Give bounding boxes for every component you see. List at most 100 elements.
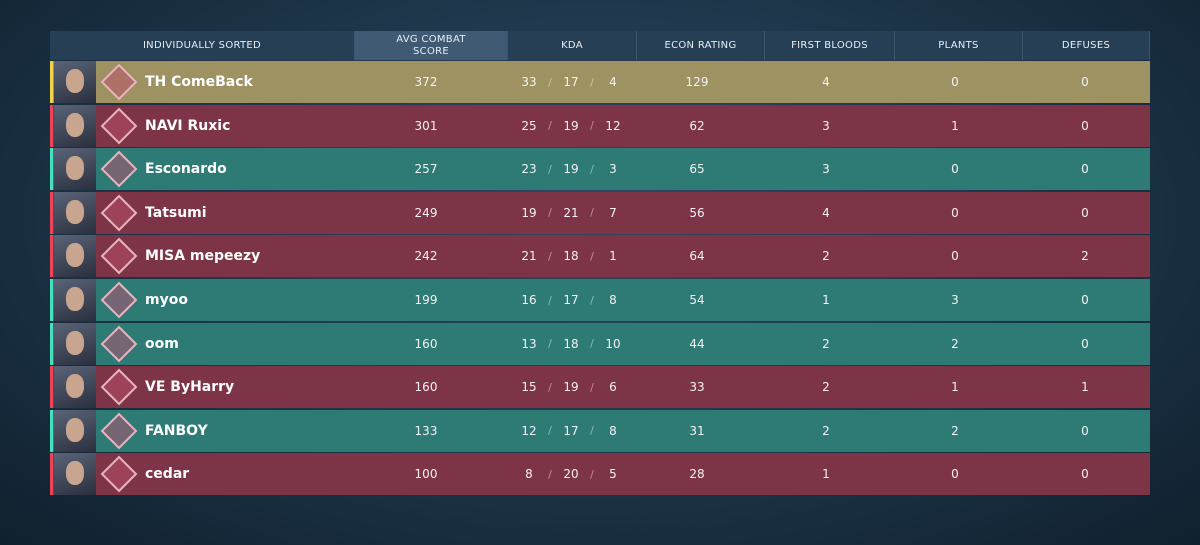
player-name: VE ByHarry	[145, 379, 235, 396]
agent-portrait	[54, 366, 96, 409]
acs: 100	[414, 467, 438, 482]
kda-separator: /	[548, 424, 552, 438]
kills: 21	[521, 249, 537, 264]
kda-separator: /	[590, 75, 594, 89]
defuses: 0	[1081, 293, 1089, 307]
kills: 13	[521, 336, 537, 351]
acs: 301	[414, 118, 438, 133]
team-stripe	[50, 104, 53, 147]
econ-rating: 33	[689, 380, 705, 395]
rank-icon	[100, 107, 138, 144]
column-header: PLANTS	[895, 31, 1023, 60]
player-row: Tatsumi 249 19 / 21 / 7 56 4 0 0	[50, 191, 1150, 234]
econ-rating: 62	[689, 118, 705, 133]
defuses: 0	[1081, 336, 1089, 351]
first-bloods: 1	[822, 467, 830, 482]
agent-portrait	[54, 235, 96, 278]
kda-separator: /	[590, 337, 594, 351]
rank-icon	[100, 325, 138, 362]
econ-rating: 44	[689, 336, 705, 351]
assists: 6	[609, 380, 617, 395]
assists: 10	[605, 336, 621, 351]
econ-rating: 129	[685, 75, 709, 89]
acs: 372	[414, 75, 438, 89]
kda-separator: /	[548, 119, 552, 133]
defuses: 0	[1081, 205, 1089, 220]
kills: 23	[521, 162, 537, 177]
defuses: 1	[1081, 380, 1089, 395]
agent-portrait	[54, 409, 96, 452]
player-name: NAVI Ruxic	[145, 117, 231, 134]
player-row: MISA mepeezy 242 21 / 18 / 1 64 2 0 2	[50, 235, 1150, 278]
first-bloods: 2	[822, 249, 830, 264]
assists: 3	[609, 162, 617, 177]
portrait-face	[66, 330, 84, 355]
plants: 2	[951, 423, 959, 438]
portrait-face	[66, 69, 84, 93]
assists: 4	[609, 75, 617, 89]
first-bloods: 2	[822, 380, 830, 395]
deaths: 17	[563, 423, 579, 438]
player-row: VE ByHarry 160 15 / 19 / 6 33 2 1 1	[50, 366, 1150, 409]
kda-separator: /	[548, 249, 552, 263]
kills: 33	[521, 75, 537, 89]
acs: 242	[414, 249, 438, 264]
defuses: 0	[1081, 423, 1089, 438]
scoreboard: INDIVIDUALLY SORTED AVG COMBAT SCORE KDA EC…	[50, 31, 1150, 497]
defuses: 0	[1081, 75, 1089, 89]
plants: 1	[951, 380, 959, 395]
econ-rating: 56	[689, 205, 705, 220]
kda-separator: /	[548, 467, 552, 481]
column-header: INDIVIDUALLY SORTED	[50, 31, 355, 60]
first-bloods: 4	[822, 75, 830, 89]
agent-portrait	[54, 453, 96, 496]
plants: 0	[951, 75, 959, 89]
deaths: 18	[563, 336, 579, 351]
player-row: Esconardo 257 23 / 19 / 3 65 3 0 0	[50, 148, 1150, 191]
kda-separator: /	[548, 75, 552, 89]
kda-separator: /	[548, 293, 552, 307]
assists: 5	[609, 467, 617, 482]
player-row: NAVI Ruxic 301 25/19/12 62 3 1 0	[50, 104, 1150, 147]
defuses: 0	[1081, 467, 1089, 482]
kda-separator: /	[590, 249, 594, 263]
plants: 0	[951, 467, 959, 482]
player-name: TH ComeBack	[145, 74, 253, 90]
player-name: myoo	[145, 292, 188, 308]
plants: 0	[951, 162, 959, 177]
first-bloods: 4	[822, 205, 830, 220]
assists: 7	[609, 205, 617, 220]
first-bloods: 3	[822, 118, 830, 133]
agent-portrait	[54, 148, 96, 191]
kills: 16	[521, 293, 537, 307]
column-header: ECON RATING	[637, 31, 765, 60]
team-stripe	[50, 366, 53, 409]
rank-icon	[100, 63, 138, 101]
player-row: myoo 199 16 / 17 / 8 54 1 3 0	[50, 279, 1150, 321]
team-stripe	[50, 322, 53, 365]
team-stripe	[50, 279, 53, 321]
deaths: 19	[563, 118, 579, 133]
kills: 15	[521, 380, 537, 395]
player-row: oom 160 13/18/10 44 2 2 0	[50, 322, 1150, 365]
plants: 0	[951, 249, 959, 264]
kills: 25	[521, 118, 537, 133]
acs: 249	[414, 205, 438, 220]
deaths: 19	[563, 380, 579, 395]
player-name: Tatsumi	[145, 204, 207, 221]
kda-separator: /	[590, 424, 594, 438]
column-header: KDA	[508, 31, 637, 60]
agent-portrait	[54, 322, 96, 365]
player-row: cedar 100 8/20/5 28 1 0 0	[50, 453, 1150, 496]
first-bloods: 2	[822, 423, 830, 438]
acs: 160	[414, 336, 438, 351]
kills: 8	[525, 467, 533, 482]
agent-portrait	[54, 61, 96, 103]
rank-icon	[100, 281, 138, 319]
rank-icon	[100, 150, 138, 188]
defuses: 0	[1081, 118, 1089, 133]
deaths: 18	[563, 249, 579, 264]
kda-separator: /	[590, 380, 594, 394]
portrait-face	[66, 374, 84, 399]
